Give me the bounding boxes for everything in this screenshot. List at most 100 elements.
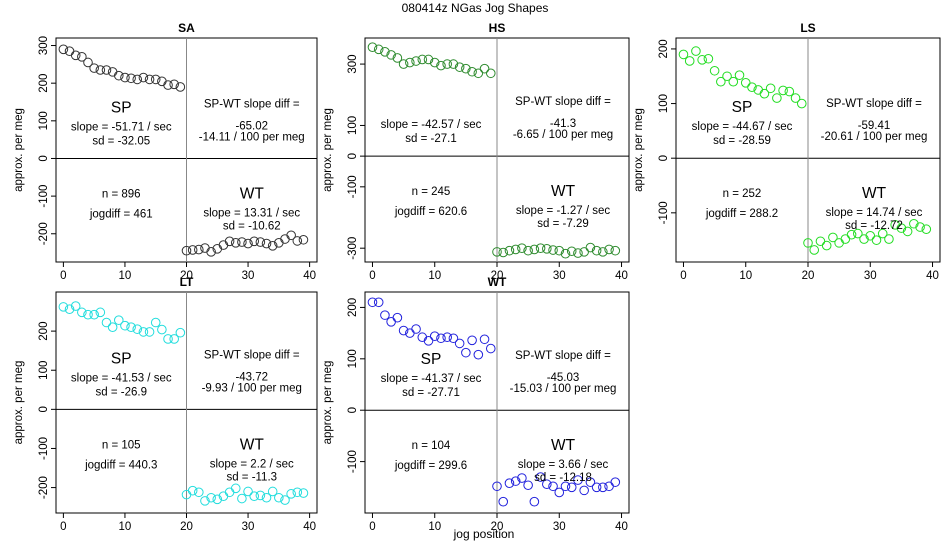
sp-point xyxy=(64,46,75,56)
x-tick-label: 10 xyxy=(428,521,441,533)
sp-point xyxy=(126,322,136,333)
sp-slope-text: slope = -51.71 / sec xyxy=(71,121,172,133)
sp-point xyxy=(423,336,434,346)
wt-point xyxy=(566,246,577,257)
wt-point xyxy=(492,247,502,257)
wt-point xyxy=(504,478,515,488)
wt-point xyxy=(535,243,546,253)
wt-sd-text: sd = -10.62 xyxy=(223,220,281,232)
sp-point xyxy=(380,310,390,320)
sp-point xyxy=(429,57,440,68)
wt-point xyxy=(200,496,210,506)
y-tick-label: -100 xyxy=(347,450,359,473)
wt-sd-text: sd = -12.72 xyxy=(845,220,903,232)
x-tick-label: 10 xyxy=(119,521,132,533)
sp-point xyxy=(126,73,136,84)
panel-wt: WT approx. per meg 0 10 20 30 40 -100 0 100 200 SP s… xyxy=(322,275,630,533)
sp-point xyxy=(64,304,75,315)
wt-point xyxy=(181,245,192,256)
wt-point xyxy=(267,486,278,497)
wt-point xyxy=(529,244,540,255)
y-tick-label: 200 xyxy=(38,74,50,93)
n-text: n = 105 xyxy=(102,439,141,451)
sp-point xyxy=(120,320,130,331)
wt-slope-text: slope = 2.2 / sec xyxy=(210,458,294,470)
sp-point xyxy=(386,50,396,60)
wt-point xyxy=(610,477,621,487)
wt-point xyxy=(212,494,223,505)
sp-point xyxy=(144,74,155,85)
sp-point xyxy=(157,324,167,335)
sp-point xyxy=(95,307,106,318)
panel-hs: HS approx. per meg 0 10 20 30 40 -300 -100 0 100 30… xyxy=(322,21,630,282)
wt-point xyxy=(255,237,266,247)
wt-point xyxy=(292,487,303,498)
wt-point xyxy=(249,236,260,247)
wt-point xyxy=(585,242,596,253)
sp-point xyxy=(77,52,87,62)
wt-label: WT xyxy=(862,185,887,202)
wt-point xyxy=(187,485,198,496)
sp-point xyxy=(120,72,130,83)
wt-point xyxy=(902,226,913,237)
panel-title: LT xyxy=(180,275,194,289)
sp-point xyxy=(101,65,112,75)
wt-point xyxy=(840,234,851,244)
jogdiff-text: jogdiff = 299.6 xyxy=(394,460,467,472)
wt-point xyxy=(206,247,216,257)
figure-xlabel: jog position xyxy=(453,527,515,541)
sp-point xyxy=(411,324,421,334)
wt-point xyxy=(853,228,863,239)
y-axis-label: approx. per meg xyxy=(13,108,25,192)
x-tick-label: 0 xyxy=(680,270,686,282)
diff-per100: -14.11 / 100 per meg xyxy=(199,131,305,143)
sp-point xyxy=(77,307,87,318)
wt-point xyxy=(535,472,546,482)
wt-point xyxy=(504,245,515,256)
wt-point xyxy=(884,234,894,244)
sp-slope-text: slope = -42.57 / sec xyxy=(381,119,482,131)
wt-point xyxy=(292,236,303,246)
sp-sd-text: sd = -26.9 xyxy=(96,386,147,398)
y-tick-label: 0 xyxy=(347,153,359,159)
x-tick-label: 20 xyxy=(491,521,504,533)
sp-point xyxy=(485,68,496,79)
wt-point xyxy=(230,238,241,248)
wt-point xyxy=(591,245,602,256)
wt-point xyxy=(548,481,558,492)
sp-point xyxy=(70,50,81,61)
sp-point xyxy=(175,82,186,92)
wt-point xyxy=(548,245,558,255)
sp-point xyxy=(411,56,421,66)
sp-point xyxy=(150,317,161,328)
sp-point xyxy=(796,98,807,109)
wt-point xyxy=(249,491,260,501)
wt-point xyxy=(598,247,608,257)
sp-point xyxy=(454,338,465,349)
y-tick-label: -100 xyxy=(38,437,50,460)
diff-label: SP-WT slope diff = xyxy=(515,350,611,362)
wt-point xyxy=(566,482,577,493)
diff-label: SP-WT slope diff = xyxy=(204,349,300,361)
x-tick-label: 40 xyxy=(615,270,628,282)
y-tick-label: 0 xyxy=(347,407,359,413)
wt-point xyxy=(523,480,533,491)
wt-sd-text: sd = -11.3 xyxy=(226,471,277,483)
sp-point xyxy=(163,334,173,344)
sp-point xyxy=(89,309,99,320)
wt-point xyxy=(834,238,844,248)
sp-point xyxy=(678,49,689,60)
wt-point xyxy=(579,247,589,257)
y-tick-label: 300 xyxy=(38,36,50,55)
y-tick-label: 100 xyxy=(347,116,359,135)
sp-point xyxy=(101,317,112,328)
wt-point xyxy=(871,235,882,245)
sp-point xyxy=(417,54,428,65)
wt-point xyxy=(237,237,247,247)
sp-point xyxy=(772,93,782,103)
sp-point xyxy=(429,331,440,342)
sp-point xyxy=(436,60,446,71)
sp-sd-text: sd = -32.05 xyxy=(92,135,150,147)
jogdiff-text: jogdiff = 440.3 xyxy=(84,459,157,471)
sp-point xyxy=(107,67,118,77)
